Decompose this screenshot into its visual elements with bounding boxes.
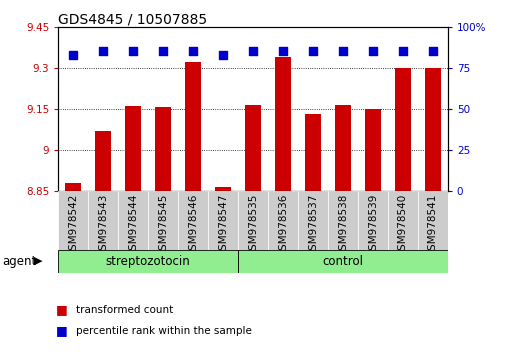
Text: agent: agent	[3, 255, 37, 268]
Bar	[417, 191, 447, 250]
Point	[129, 48, 137, 54]
Bar	[357, 191, 387, 250]
Bar	[364, 109, 380, 191]
Bar	[244, 105, 261, 191]
Bar	[304, 114, 321, 191]
Point	[278, 48, 286, 54]
Text: ■: ■	[56, 303, 67, 316]
Bar	[327, 191, 357, 250]
Bar	[394, 68, 410, 191]
Text: GSM978543: GSM978543	[98, 194, 108, 257]
Text: streptozotocin: streptozotocin	[106, 255, 190, 268]
Bar	[387, 191, 417, 250]
Text: GSM978536: GSM978536	[277, 194, 287, 257]
Text: GSM978547: GSM978547	[218, 194, 228, 257]
Point	[159, 48, 167, 54]
Text: GSM978541: GSM978541	[427, 194, 437, 257]
Point	[189, 48, 197, 54]
Text: percentile rank within the sample: percentile rank within the sample	[76, 326, 251, 336]
Text: control: control	[322, 255, 363, 268]
Bar	[424, 68, 440, 191]
Bar	[148, 191, 178, 250]
Bar	[88, 191, 118, 250]
Point	[308, 48, 316, 54]
Bar	[184, 62, 201, 191]
Bar	[95, 131, 111, 191]
Text: GSM978546: GSM978546	[188, 194, 197, 257]
Point	[248, 48, 257, 54]
Bar	[58, 191, 88, 250]
Bar	[268, 191, 297, 250]
Point	[219, 52, 227, 57]
Text: transformed count: transformed count	[76, 305, 173, 315]
Bar	[178, 191, 208, 250]
Bar	[274, 57, 291, 191]
Bar	[208, 191, 237, 250]
Text: GSM978540: GSM978540	[397, 194, 407, 257]
Point	[368, 48, 376, 54]
Text: GSM978538: GSM978538	[337, 194, 347, 257]
Bar	[125, 106, 141, 191]
Point	[99, 48, 107, 54]
Text: GSM978537: GSM978537	[308, 194, 317, 257]
Text: GSM978535: GSM978535	[247, 194, 258, 257]
Text: GDS4845 / 10507885: GDS4845 / 10507885	[58, 12, 207, 27]
Point	[398, 48, 406, 54]
Text: GSM978545: GSM978545	[158, 194, 168, 257]
Point	[69, 52, 77, 57]
Bar	[65, 183, 81, 191]
Bar	[214, 187, 231, 191]
Text: ■: ■	[56, 325, 67, 337]
Bar	[155, 108, 171, 191]
Bar	[58, 250, 237, 273]
Bar	[118, 191, 148, 250]
Point	[338, 48, 346, 54]
Text: GSM978542: GSM978542	[68, 194, 78, 257]
Point	[428, 48, 436, 54]
Text: GSM978544: GSM978544	[128, 194, 138, 257]
Text: GSM978539: GSM978539	[367, 194, 377, 257]
Bar	[237, 191, 268, 250]
Bar	[297, 191, 327, 250]
Bar	[334, 105, 350, 191]
Bar	[237, 250, 447, 273]
Text: ▶: ▶	[34, 256, 43, 266]
